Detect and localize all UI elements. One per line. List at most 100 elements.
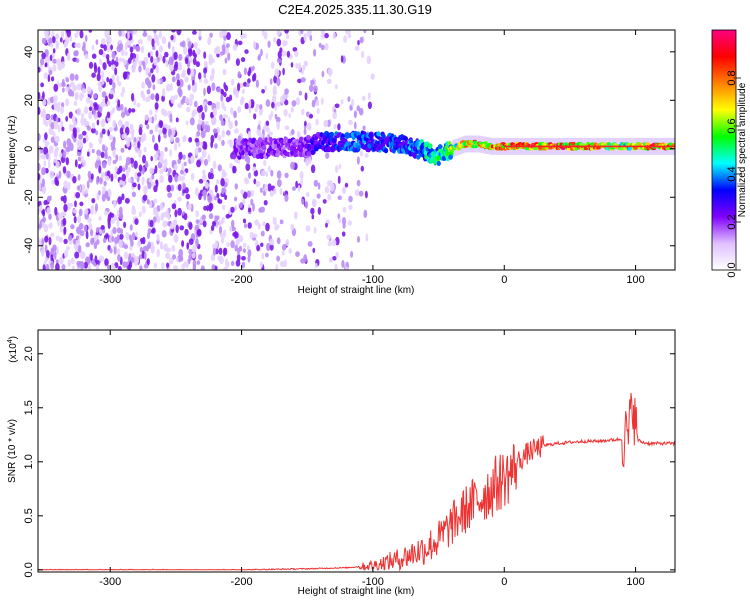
- noise-speck: [41, 185, 47, 195]
- noise-speck: [165, 59, 169, 68]
- noise-speck: [244, 177, 248, 183]
- noise-speck: [308, 113, 314, 119]
- noise-speck: [173, 265, 179, 270]
- noise-speck: [246, 245, 250, 251]
- noise-speck: [112, 82, 116, 90]
- noise-speck: [194, 224, 199, 231]
- noise-speck: [265, 171, 269, 177]
- signal-cell: [261, 145, 267, 151]
- noise-speck: [163, 243, 168, 252]
- signal-cell: [631, 142, 636, 147]
- noise-speck: [47, 74, 51, 83]
- noise-speck: [112, 107, 116, 114]
- noise-speck: [197, 119, 201, 125]
- noise-speck: [258, 207, 263, 213]
- noise-speck: [62, 150, 67, 159]
- colorbar-tick-label: 0.2: [726, 214, 738, 229]
- noise-speck: [141, 205, 146, 214]
- noise-speck: [233, 110, 237, 118]
- noise-speck: [105, 54, 110, 60]
- noise-speck: [265, 222, 270, 232]
- noise-speck: [178, 142, 181, 148]
- noise-speck: [73, 50, 79, 57]
- noise-speck: [175, 117, 179, 123]
- signal-cell: [381, 133, 386, 139]
- noise-speck: [121, 193, 125, 201]
- noise-speck: [338, 163, 342, 170]
- noise-speck: [150, 244, 155, 254]
- noise-speck: [83, 106, 89, 115]
- noise-speck: [154, 165, 158, 174]
- noise-speck: [295, 97, 301, 106]
- noise-speck: [247, 222, 252, 229]
- signal-cell: [436, 155, 441, 161]
- noise-speck: [142, 154, 146, 164]
- noise-speck: [191, 110, 196, 118]
- noise-speck: [286, 50, 291, 58]
- noise-speck: [188, 248, 193, 255]
- noise-speck: [40, 82, 44, 88]
- noise-speck: [347, 96, 351, 102]
- signal-cell: [560, 146, 566, 150]
- noise-speck: [132, 44, 136, 50]
- noise-speck: [351, 98, 354, 108]
- noise-speck: [350, 250, 354, 258]
- noise-speck: [276, 30, 281, 36]
- noise-speck: [225, 213, 231, 219]
- noise-speck: [171, 45, 175, 54]
- noise-speck: [206, 85, 211, 95]
- noise-speck: [49, 129, 54, 135]
- noise-speck: [93, 241, 98, 250]
- noise-speck: [41, 52, 46, 60]
- noise-speck: [314, 262, 318, 269]
- snr-y-label: SNR (10 * v/v): [7, 419, 18, 483]
- noise-speck: [104, 210, 108, 216]
- noise-speck: [74, 159, 78, 168]
- noise-speck: [54, 206, 58, 216]
- noise-speck: [147, 95, 151, 102]
- snr-scale-exponent: 4: [7, 339, 14, 343]
- noise-speck: [146, 89, 151, 95]
- noise-speck: [91, 53, 97, 59]
- noise-speck: [207, 100, 213, 106]
- noise-speck: [99, 228, 103, 235]
- noise-speck: [146, 258, 150, 266]
- noise-speck: [298, 62, 302, 71]
- noise-speck: [315, 118, 319, 126]
- noise-speck: [259, 104, 263, 110]
- noise-speck: [261, 89, 265, 94]
- noise-speck: [144, 251, 147, 261]
- noise-speck: [214, 184, 218, 193]
- snr-y-axis: 0.0 0.5 1.0 1.5 2.0: [23, 346, 675, 577]
- signal-cell: [287, 138, 292, 144]
- noise-speck: [361, 50, 365, 59]
- noise-speck: [52, 48, 56, 54]
- noise-speck: [354, 45, 360, 51]
- noise-speck: [53, 95, 58, 103]
- noise-speck: [50, 43, 54, 48]
- noise-speck: [327, 78, 332, 84]
- noise-speck: [333, 124, 337, 130]
- noise-speck: [80, 250, 85, 260]
- noise-speck: [147, 182, 152, 190]
- noise-speck: [223, 91, 227, 98]
- noise-speck: [188, 48, 193, 57]
- noise-speck: [188, 238, 194, 246]
- noise-speck: [366, 55, 372, 65]
- noise-speck: [47, 161, 51, 169]
- noise-speck: [135, 231, 139, 238]
- noise-speck: [50, 232, 55, 238]
- noise-speck: [77, 244, 82, 254]
- noise-speck: [281, 50, 287, 57]
- noise-speck: [236, 254, 241, 262]
- noise-speck: [311, 214, 315, 220]
- noise-speck: [221, 101, 225, 109]
- noise-speck: [311, 198, 317, 208]
- noise-speck: [184, 228, 189, 236]
- signal-cell: [483, 141, 488, 145]
- noise-speck: [303, 127, 307, 136]
- noise-speck: [137, 141, 141, 149]
- y-tick-label: -20: [23, 189, 35, 205]
- noise-speck: [125, 65, 129, 70]
- noise-speck: [318, 42, 322, 48]
